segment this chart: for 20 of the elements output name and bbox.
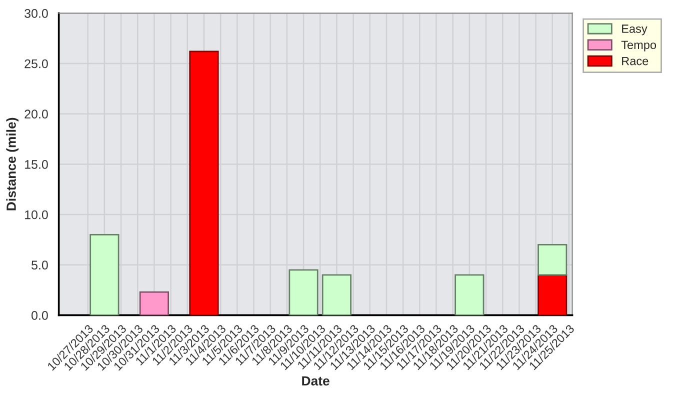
x-axis-title: Date — [302, 376, 330, 386]
y-tick-label: 15.0 — [25, 160, 48, 169]
bar — [538, 274, 568, 316]
bar — [189, 50, 219, 316]
y-axis-title: Distance (mile) — [6, 118, 19, 210]
bar — [538, 244, 568, 276]
y-tick-label: 30.0 — [24, 9, 48, 18]
y-tick-label: 25.0 — [24, 59, 48, 68]
bar — [454, 274, 484, 316]
y-tick-label: 5.0 — [32, 260, 48, 270]
bar — [139, 291, 170, 316]
y-tick-label: 20.0 — [24, 110, 48, 119]
y-tick-label: 0.0 — [32, 311, 48, 320]
legend-label: Easy — [622, 24, 648, 36]
legend-label: Race — [622, 56, 648, 66]
legend-label: Tempo — [621, 40, 656, 52]
bar — [322, 274, 352, 316]
bar — [90, 234, 120, 316]
bar — [288, 269, 318, 316]
y-tick-label: 10.0 — [25, 210, 48, 220]
